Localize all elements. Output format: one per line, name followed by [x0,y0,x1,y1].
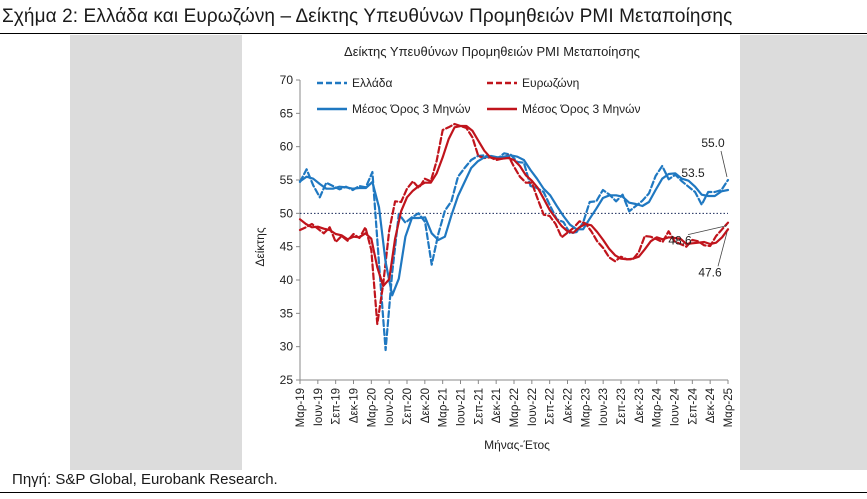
y-tick-label: 65 [280,106,294,120]
x-tick-label: Δεκ-23 [634,388,646,423]
x-tick-label: Δεκ-20 [420,388,432,423]
chart-title: Δείκτης Υπευθύνων Προμηθειών PMI Μεταποί… [344,44,640,59]
series-line-2 [298,122,730,326]
y-tick-label: 25 [280,373,294,387]
legend-label: Μέσος Όρος 3 Μηνών [522,102,641,116]
x-tick-label: Μαρ-24 [652,387,664,427]
x-tick-label: Ιουν-24 [670,387,682,426]
legend: Ελλάδα Ευρωζώνη Μέσος Όρος 3 Μηνών Μέσος Όρ… [317,76,641,116]
y-tick-label: 55 [280,173,294,187]
series-line-4 [298,124,730,288]
pmi-line-chart: Δείκτης Υπευθύνων Προμηθειών PMI Μεταποί… [253,44,735,452]
x-tick-label: Δεκ-21 [491,388,503,423]
x-tick-label: Μαρ-21 [438,388,450,427]
source-note: Πηγή: S&P Global, Eurobank Research. [12,471,278,488]
annotations: 55.0 53.5 48.6 47.6 [668,136,728,279]
x-tick-label: Σεπ-20 [402,388,414,425]
y-axis-label: Δείκτης [253,227,267,266]
y-axis: 25 30 35 40 45 50 55 60 65 70 [280,73,301,387]
x-tick-label: Ιουν-22 [527,388,539,426]
y-tick-label: 60 [280,140,294,154]
x-tick-label: Δεκ-22 [563,388,575,423]
figure-title: Σχήμα 2: Ελλάδα και Ευρωζώνη – Δείκτης Υ… [2,6,733,27]
legend-label: Μέσος Όρος 3 Μηνών [352,102,471,116]
annotation-label: 48.6 [668,234,692,248]
annotation-leader [720,150,728,178]
x-tick-label: Σεπ-23 [616,388,628,425]
x-tick-label: Σεπ-22 [545,388,557,425]
y-tick-label: 45 [280,240,294,254]
x-tick-label: Μαρ-23 [580,388,592,427]
series-line-3 [298,154,730,297]
x-tick-label: Ιουν-21 [456,388,468,426]
legend-label: Ελλάδα [352,76,392,90]
bottom-rule [0,492,867,493]
x-axis-label: Μήνας-Έτος [484,438,550,452]
annotation-leader [717,232,728,267]
series-line-1 [298,152,730,352]
y-tick-label: 30 [280,340,294,354]
x-tick-label: Σεπ-19 [331,388,343,425]
x-tick-label: Δεκ-19 [349,388,361,423]
annotation-leader [687,225,728,236]
x-tick-label: Σεπ-21 [473,388,485,425]
chart-card: Δείκτης Υπευθύνων Προμηθειών PMI Μεταποί… [242,35,740,470]
top-rule [0,33,867,34]
x-tick-label: Σεπ-24 [687,387,699,424]
y-tick-label: 35 [280,306,294,320]
legend-label: Ευρωζώνη [522,76,579,90]
x-tick-label: Ιουν-19 [313,388,325,426]
annotation-label: 53.5 [681,166,705,180]
x-tick-label: Μαρ-20 [366,388,378,427]
x-tick-label: Μαρ-25 [723,388,735,427]
x-tick-label: Δεκ-24 [705,387,717,423]
x-tick-label: Ιουν-20 [384,388,396,426]
x-axis: Μαρ-19 Ιουν-19 Σεπ-19 Δεκ-19 Μαρ-20 Ιουν-20 Σε… [295,379,735,427]
y-tick-label: 40 [280,273,294,287]
y-tick-label: 70 [280,73,294,87]
series-layer [298,122,730,352]
x-tick-label: Μαρ-22 [509,388,521,427]
annotation-label: 55.0 [701,136,725,150]
annotation-label: 47.6 [698,265,722,279]
x-tick-label: Ιουν-23 [598,388,610,426]
x-tick-label: Μαρ-19 [295,388,307,427]
y-tick-label: 50 [280,206,294,220]
